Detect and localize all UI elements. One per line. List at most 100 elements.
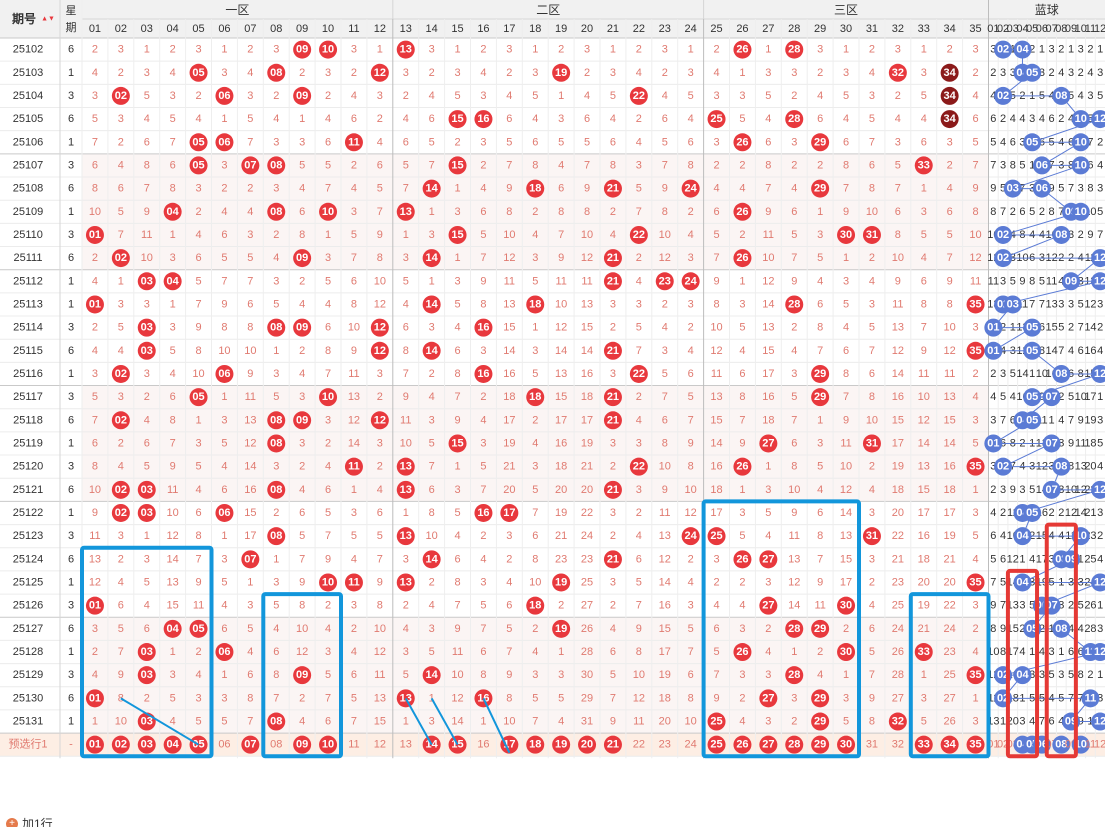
- red-miss-count: 2: [610, 600, 616, 612]
- red-ball: [189, 388, 208, 407]
- red-ball: [888, 712, 907, 731]
- blue-miss-count: 2: [1068, 322, 1074, 334]
- red-ball-label: 02: [115, 507, 127, 519]
- red-miss-count: 2: [972, 368, 978, 380]
- predict-red-label: 01: [89, 739, 101, 751]
- red-miss-count: 12: [659, 252, 671, 264]
- red-miss-count: 3: [273, 461, 279, 473]
- red-miss-count: 7: [947, 252, 953, 264]
- red-miss-count: 8: [713, 298, 719, 310]
- blue-number-header: 07: [1045, 23, 1057, 35]
- red-ball-label: 29: [814, 391, 826, 403]
- red-miss-count: 9: [713, 275, 719, 287]
- blue-miss-count: 4: [1068, 345, 1074, 357]
- red-miss-count: 13: [788, 553, 800, 565]
- red-ball-label: 21: [607, 252, 619, 264]
- red-miss-count: 17: [555, 414, 567, 426]
- red-miss-count: 12: [944, 345, 956, 357]
- blue-miss-count: 3: [1078, 183, 1084, 195]
- red-miss-count: 9: [558, 252, 564, 264]
- red-miss-count: 4: [817, 275, 823, 287]
- red-miss-count: 2: [480, 391, 486, 403]
- red-ball-label: 30: [840, 646, 852, 658]
- red-miss-count: 3: [429, 414, 435, 426]
- red-miss-count: 1: [92, 716, 98, 728]
- red-miss-count: 2: [532, 206, 538, 218]
- red-miss-count: 28: [581, 646, 593, 658]
- blue-miss-count: 6: [1049, 716, 1055, 728]
- red-miss-count: 2: [118, 553, 124, 565]
- red-miss-count: 6: [869, 368, 875, 380]
- red-ball: [215, 133, 234, 152]
- red-number-header: 24: [685, 23, 697, 35]
- weekday-cell: 6: [68, 44, 74, 56]
- predict-blue-empty: 11: [1085, 739, 1096, 751]
- red-ball-label: 10: [322, 44, 334, 56]
- blue-ball: [1052, 225, 1071, 244]
- blue-miss-count: 3: [1029, 669, 1035, 681]
- red-miss-count: 7: [195, 298, 201, 310]
- red-ball: [370, 63, 389, 82]
- red-miss-count: 5: [351, 229, 357, 241]
- red-miss-count: 10: [918, 391, 930, 403]
- red-ball: [759, 689, 778, 708]
- red-miss-count: 3: [377, 90, 383, 102]
- red-miss-count: 3: [273, 576, 279, 588]
- red-miss-count: 2: [532, 414, 538, 426]
- predict-red-ball: [319, 735, 338, 754]
- red-ball-label: 03: [141, 669, 153, 681]
- predict-red-ball: [526, 735, 545, 754]
- red-miss-count: 12: [503, 252, 515, 264]
- predict-red-ball: [759, 735, 778, 754]
- blue-miss-count: 8: [1000, 646, 1006, 658]
- red-ball: [111, 364, 130, 383]
- red-miss-count: 5: [144, 461, 150, 473]
- red-miss-count: 10: [374, 275, 386, 287]
- red-miss-count: 2: [558, 44, 564, 56]
- red-miss-count: 3: [688, 298, 694, 310]
- red-ball-label: 28: [788, 298, 800, 310]
- red-miss-count: 20: [503, 484, 515, 496]
- red-miss-count: 7: [869, 669, 875, 681]
- red-miss-count: 10: [633, 669, 645, 681]
- red-miss-count: 2: [713, 44, 719, 56]
- red-miss-count: 7: [325, 368, 331, 380]
- red-miss-count: 12: [167, 530, 179, 542]
- red-miss-count: 1: [221, 44, 227, 56]
- weekday-cell: 1: [68, 206, 74, 218]
- blue-miss-count: 9: [1068, 437, 1074, 449]
- red-miss-count: 3: [325, 646, 331, 658]
- period-cell: 25105: [13, 113, 44, 125]
- red-miss-count: 10: [503, 229, 515, 241]
- red-miss-count: 4: [610, 623, 616, 635]
- predict-red-empty: 06: [218, 739, 230, 751]
- red-miss-count: 7: [299, 553, 305, 565]
- red-ball: [85, 295, 104, 314]
- red-miss-count: 4: [325, 113, 331, 125]
- red-miss-count: 3: [817, 229, 823, 241]
- red-miss-count: 2: [869, 44, 875, 56]
- red-miss-count: 14: [892, 368, 904, 380]
- red-ball: [396, 573, 415, 592]
- blue-miss-count: 6: [1010, 136, 1016, 148]
- red-ball: [785, 40, 804, 59]
- red-ball: [85, 225, 104, 244]
- red-ball: [137, 666, 156, 685]
- blue-miss-count: 3: [1097, 692, 1103, 704]
- red-miss-count: 15: [244, 507, 256, 519]
- blue-miss-count: 3: [1000, 67, 1006, 79]
- red-miss-count: 1: [170, 646, 176, 658]
- add-row-button[interactable]: + 加1行: [6, 815, 53, 827]
- red-miss-count: 6: [765, 136, 771, 148]
- red-ball: [474, 110, 493, 129]
- red-miss-count: 2: [429, 368, 435, 380]
- red-miss-count: 4: [247, 67, 253, 79]
- blue-miss-count: 6: [1078, 345, 1084, 357]
- blue-ball-label: 12: [1094, 113, 1105, 125]
- red-ball: [862, 225, 881, 244]
- red-ball: [293, 666, 312, 685]
- blue-miss-count: 9: [1000, 623, 1006, 635]
- red-miss-count: 5: [869, 646, 875, 658]
- red-ball-label: 02: [115, 368, 127, 380]
- red-ball: [733, 550, 752, 569]
